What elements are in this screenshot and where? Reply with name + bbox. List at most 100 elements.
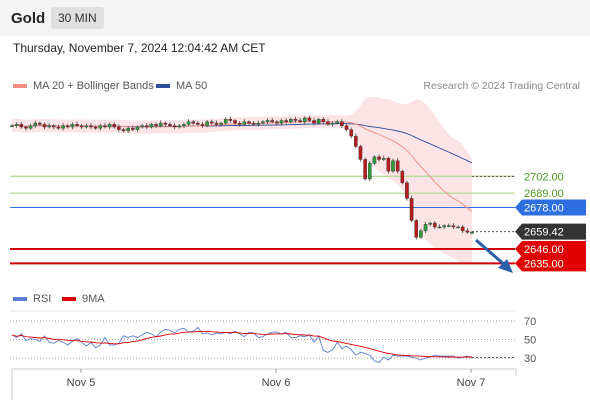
candle xyxy=(265,120,270,123)
candle xyxy=(186,121,191,125)
header-bar: Gold 30 MIN xyxy=(0,0,590,36)
candle xyxy=(135,126,140,130)
candle xyxy=(284,120,288,123)
rsi-line-RSI xyxy=(11,326,473,364)
candle xyxy=(409,198,414,221)
candle xyxy=(65,125,70,128)
candle xyxy=(470,231,474,234)
ma20-swatch xyxy=(13,84,27,88)
candle xyxy=(131,128,135,130)
rsi-tick-label: 50 xyxy=(524,335,536,347)
candle xyxy=(456,226,460,229)
candle xyxy=(344,125,349,130)
candle xyxy=(158,122,163,126)
rsi-tick-label: 70 xyxy=(524,316,536,328)
ma20-line xyxy=(11,121,473,212)
candle xyxy=(42,124,47,128)
candle xyxy=(200,124,205,126)
candle xyxy=(326,121,330,125)
level-tag-2635.00: 2635.00 xyxy=(515,255,586,272)
candle xyxy=(163,122,168,125)
candle xyxy=(256,122,261,125)
legend-ma50-label: MA 50 xyxy=(176,80,208,92)
candle xyxy=(52,125,56,128)
candle xyxy=(405,182,409,199)
research-credit: Research © 2024 Trading Central xyxy=(423,80,580,92)
candle xyxy=(228,119,233,121)
candle xyxy=(144,125,149,128)
candle xyxy=(423,224,428,232)
candle xyxy=(288,119,293,123)
candle xyxy=(172,125,177,128)
candle xyxy=(61,125,65,129)
candle xyxy=(437,226,442,229)
ma9-swatch xyxy=(62,297,76,301)
legend-9ma-label: 9MA xyxy=(82,293,105,305)
candle xyxy=(302,117,307,123)
candle xyxy=(93,126,98,129)
legend-ma50: MA 50 xyxy=(156,80,207,92)
candle xyxy=(391,160,395,172)
legend-rsi: RSI xyxy=(13,293,51,305)
candle xyxy=(112,124,117,128)
legend-rsi-label: RSI xyxy=(33,293,52,305)
legend-ma20: MA 20 + Bollinger Bands xyxy=(13,80,154,92)
candle xyxy=(126,128,130,132)
level-tag-bg xyxy=(517,168,585,185)
candle xyxy=(279,120,284,124)
candle xyxy=(75,124,79,126)
candle xyxy=(89,125,93,128)
candle xyxy=(321,119,326,123)
level-tag-2659.42: 2659.42 xyxy=(515,223,586,240)
candle xyxy=(219,122,223,125)
candle xyxy=(38,122,42,125)
level-tag-bg xyxy=(515,255,586,272)
candle xyxy=(24,126,28,129)
candle xyxy=(56,126,61,129)
level-tag-bg xyxy=(515,199,586,216)
candle xyxy=(177,125,182,128)
timeframe-button[interactable]: 30 MIN xyxy=(51,7,104,29)
level-tag-2702.00: 2702.00 xyxy=(517,168,585,185)
candle xyxy=(433,222,437,228)
level-label: 2635.00 xyxy=(524,258,564,270)
candle xyxy=(298,120,302,123)
candle xyxy=(349,129,353,137)
candle xyxy=(419,230,423,238)
rsi-line-9MA xyxy=(11,330,472,358)
x-tick-label: Nov 5 xyxy=(67,377,96,389)
forecast-arrow xyxy=(475,238,507,268)
candle xyxy=(214,122,219,125)
candle xyxy=(237,122,242,125)
candle xyxy=(316,119,321,124)
level-tag-2689.00: 2689.00 xyxy=(517,185,585,202)
instrument-title: Gold xyxy=(11,10,46,27)
candle xyxy=(149,124,154,128)
candle xyxy=(451,225,456,228)
candle xyxy=(196,122,200,125)
candle xyxy=(428,222,432,225)
legend-9ma: 9MA xyxy=(62,293,105,305)
candle xyxy=(460,226,465,232)
candle xyxy=(307,117,312,121)
rsi-tick-label: 30 xyxy=(524,353,536,365)
candle xyxy=(442,225,446,228)
candle xyxy=(191,121,196,124)
level-label: 2659.42 xyxy=(524,227,564,239)
candle xyxy=(381,157,386,160)
candle xyxy=(28,125,33,129)
candle xyxy=(465,230,470,233)
candle xyxy=(330,122,335,125)
level-label: 2689.00 xyxy=(524,188,564,200)
candle xyxy=(154,124,158,126)
level-tag-2646.00: 2646.00 xyxy=(515,241,586,258)
candle xyxy=(395,160,400,172)
level-label: 2702.00 xyxy=(524,171,564,183)
candle xyxy=(293,119,298,121)
candle xyxy=(340,121,344,126)
candle xyxy=(47,125,51,128)
level-tag-bg xyxy=(515,223,586,240)
forecast-arrow-head xyxy=(498,259,513,273)
candle xyxy=(400,170,405,184)
